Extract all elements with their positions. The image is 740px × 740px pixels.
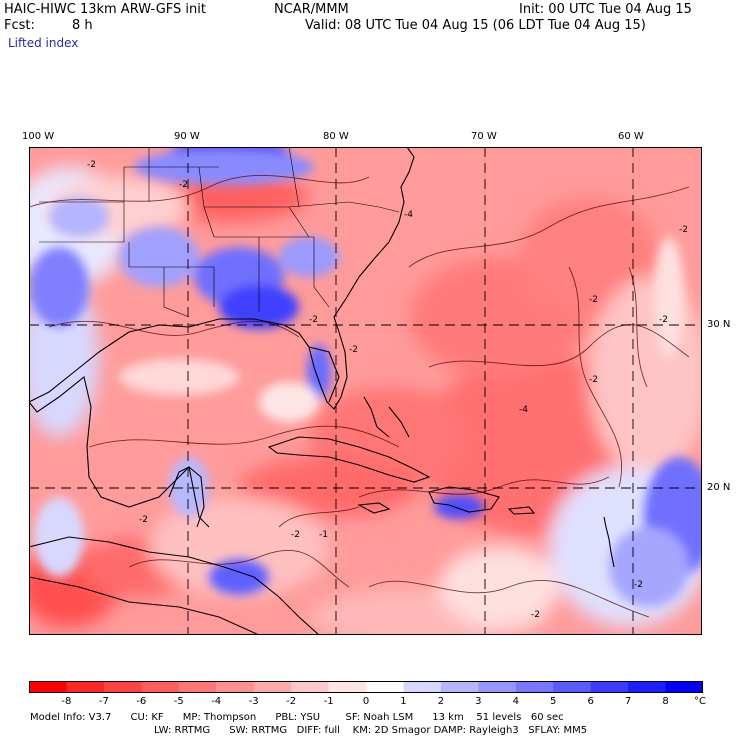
colorbar-tick-label: 8 [662,696,669,707]
fcst-value: 8 h [72,18,93,33]
colorbar-tick-label: 3 [475,696,482,707]
contour-label: -2 [309,315,318,325]
contour-label: -4 [519,405,528,415]
contour-label: -2 [659,315,668,325]
colorbar-cell [103,681,142,693]
contour-label: -2 [634,580,643,590]
contour-label: -4 [404,210,413,220]
contour-label: -2 [87,160,96,170]
header-title: HAIC-HIWC 13km ARW-GFS init [4,2,206,17]
lon-label-70w: 70 W [471,131,497,142]
colorbar-cell [29,681,67,693]
colorbar-tick-label: 6 [587,696,594,707]
colorbar-cell [366,681,404,693]
colorbar-cell [403,681,442,693]
colorbar-cell [291,681,330,693]
colorbar-tick-label: -5 [173,696,184,707]
lon-label-60w: 60 W [618,131,644,142]
colorbar-tick-label: -8 [61,696,72,707]
colorbar-tick-label: 1 [400,696,407,707]
contour-label: -2 [139,515,148,525]
contour-label: -1 [319,530,328,540]
contour-label: -2 [589,375,598,385]
lat-label-20n: 20 N [707,482,731,493]
colorbar-tick-label: -6 [136,696,147,707]
colorbar-tick-label: -1 [323,696,334,707]
header-org: NCAR/MMM [274,2,349,17]
colorbar-unit: °C [694,696,706,707]
colorbar-cell [590,681,629,693]
colorbar-tick-label: -4 [211,696,222,707]
colorbar-cell [478,681,517,693]
lon-label-90w: 90 W [174,131,200,142]
colorbar-tick-label: 0 [362,696,370,707]
model-info-line2: LW: RRTMG SW: RRTMG DIFF: full KM: 2D Sm… [154,725,588,736]
model-info-line1: Model Info: V3.7 CU: KF MP: Thompson PBL… [30,712,564,723]
field-name: Lifted index [8,36,79,50]
colorbar-tick-label: -3 [248,696,259,707]
colorbar-tick-label: 7 [624,696,632,707]
colorbar-cell [665,681,703,693]
contour-label: -2 [291,530,300,540]
colorbar-cell [141,681,180,693]
fcst-label: Fcst: [4,18,35,33]
lon-label-100w: 100 W [22,131,55,142]
colorbar-cell [178,681,217,693]
colorbar-cell [515,681,554,693]
colorbar [29,681,703,693]
header-init: Init: 00 UTC Tue 04 Aug 15 [519,2,692,17]
contour-label: -2 [349,345,358,355]
colorbar-tick-label: 5 [550,696,557,707]
colorbar-cell [216,681,255,693]
colorbar-tick-label: -2 [286,696,297,707]
contour-label: -2 [531,610,540,620]
header-valid: Valid: 08 UTC Tue 04 Aug 15 (06 LDT Tue … [305,18,646,33]
colorbar-cell [328,681,367,693]
colorbar-tick-label: 2 [437,696,445,707]
colorbar-tick-label: -7 [98,696,109,707]
contour-label: -2 [179,180,188,190]
lon-label-80w: 80 W [323,131,349,142]
contour-label: -2 [589,295,598,305]
lifted-index-map: -2 -2 -4 -2 -2 -2 -2 -2 -2 -4 -2 -1 -2 -… [29,147,702,635]
colorbar-cell [66,681,105,693]
contour-label: -2 [679,225,688,235]
colorbar-cell [628,681,667,693]
lat-label-30n: 30 N [707,319,731,330]
colorbar-cell [253,681,292,693]
colorbar-cell [553,681,592,693]
colorbar-cell [440,681,479,693]
colorbar-tick-label: 4 [512,696,519,707]
